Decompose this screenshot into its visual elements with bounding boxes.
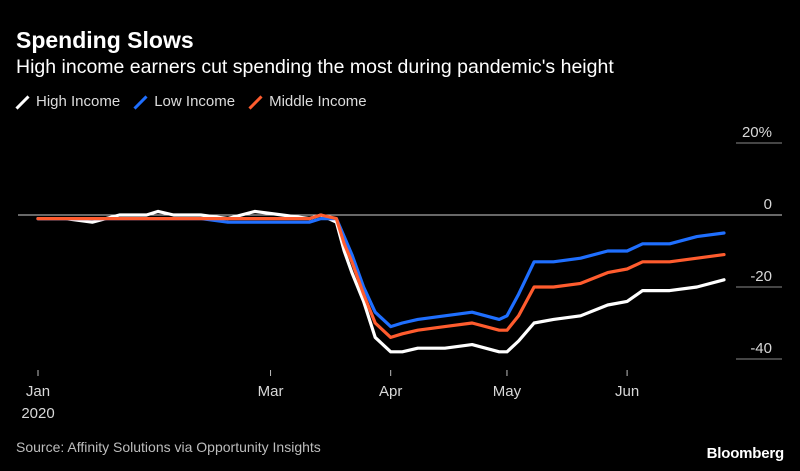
series-line-low-income (36, 217, 726, 329)
y-tick-label: -20 (750, 268, 772, 285)
legend-item-high-income: High Income (16, 92, 120, 112)
y-tick-label: -40 (750, 340, 772, 357)
legend-label-middle-income: Middle Income (269, 93, 367, 110)
legend-label-high-income: High Income (36, 93, 121, 110)
chart-subtitle: High income earners cut spending the mos… (16, 56, 614, 78)
x-tick-label-jan: Jan (26, 383, 50, 400)
y-tick-label: 0 (764, 196, 772, 213)
x-tick-label-mar: Mar (258, 383, 284, 400)
legend: High Income Low Income Middle Income (16, 92, 381, 112)
bloomberg-logo: Bloomberg (706, 445, 785, 462)
legend-item-middle-income: Middle Income (249, 92, 367, 112)
series-line-high-income (36, 209, 726, 354)
y-tick-label: 20% (742, 124, 772, 141)
x-tick-label-jun: Jun (615, 383, 639, 400)
legend-label-low-income: Low Income (154, 93, 236, 110)
source-note: Source: Affinity Solutions via Opportuni… (16, 439, 321, 455)
x-tick-label-apr: Apr (379, 383, 402, 400)
x-tick-sublabel: 2020 (21, 405, 54, 422)
series-line-middle-income (36, 213, 726, 339)
chart-title: Spending Slows (16, 27, 194, 53)
x-tick-label-may: May (493, 383, 522, 400)
legend-item-low-income: Low Income (134, 92, 235, 112)
